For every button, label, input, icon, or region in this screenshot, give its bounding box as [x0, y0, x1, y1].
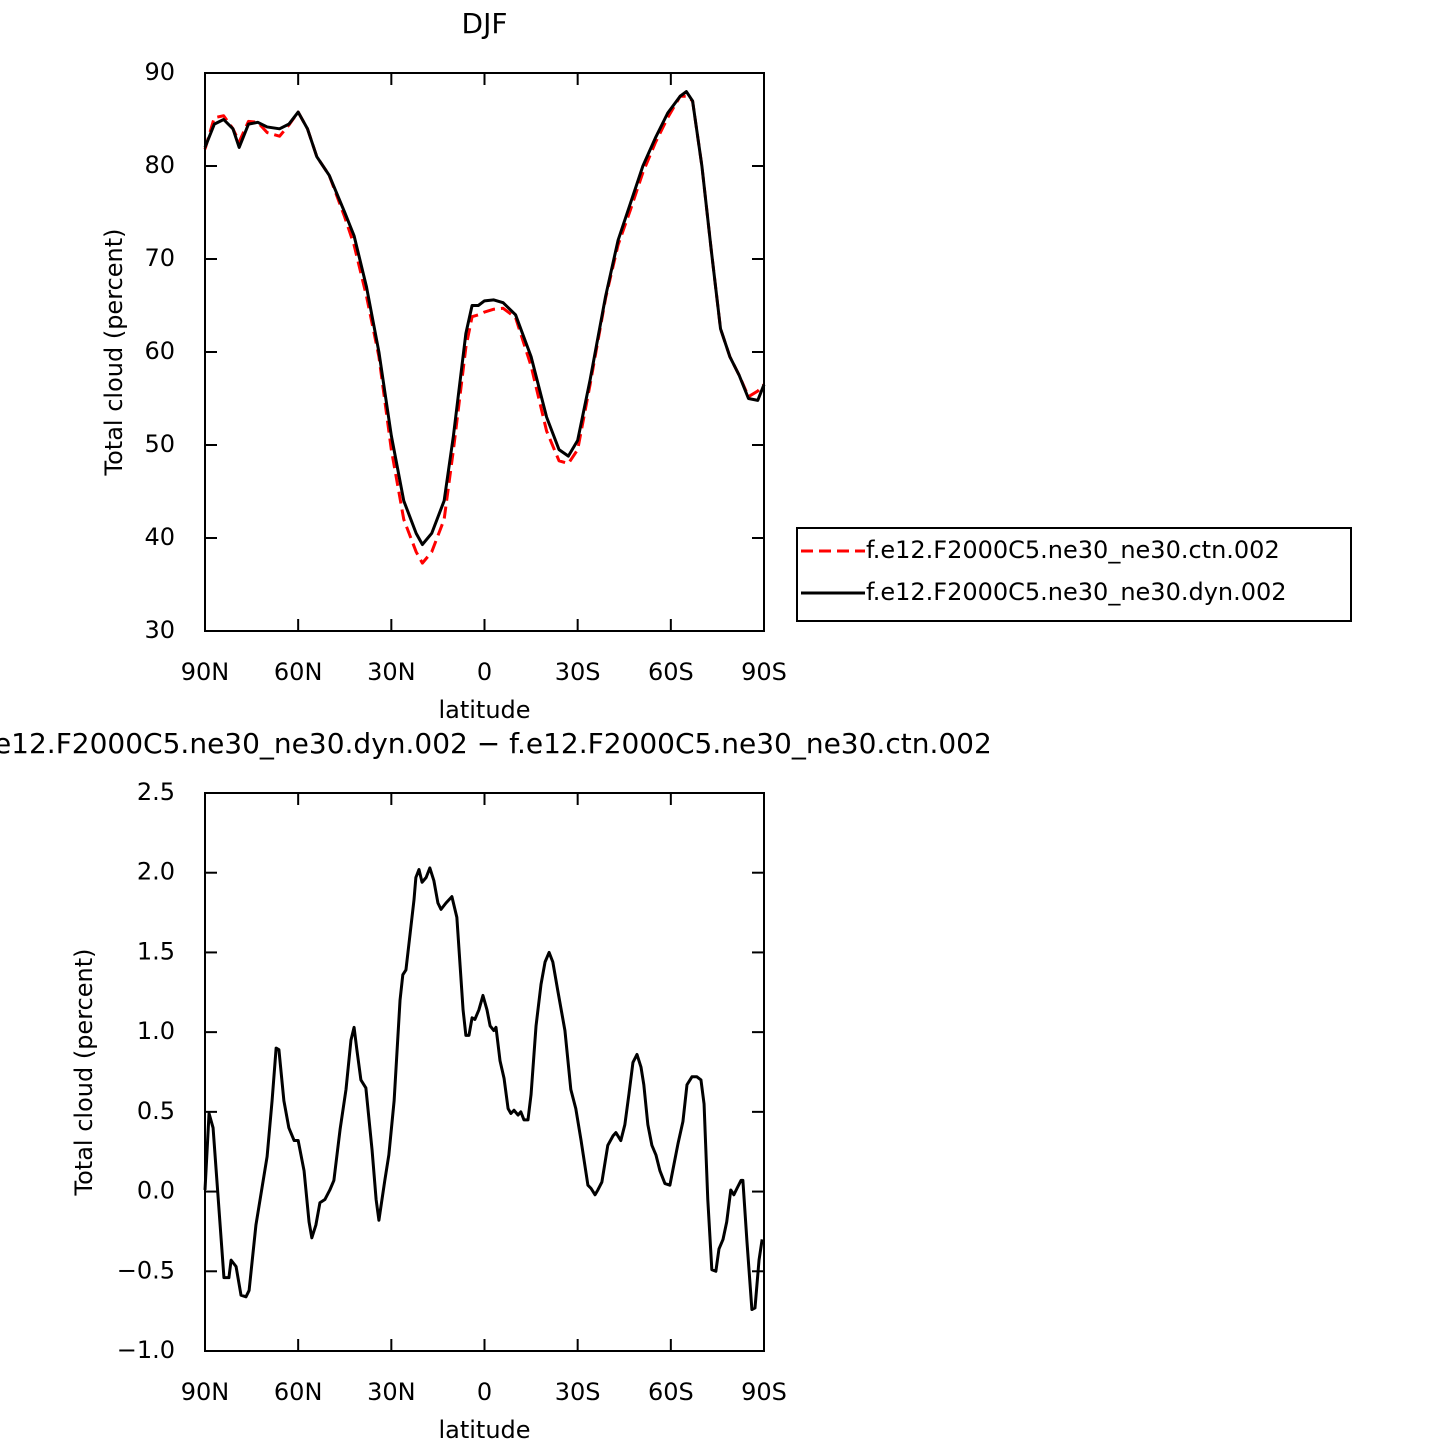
x-tick-label: 90S	[741, 1378, 787, 1406]
y-tick-label: 50	[144, 430, 175, 458]
y-axis-label: Total cloud (percent)	[70, 949, 98, 1197]
y-tick-label: 30	[144, 616, 175, 644]
x-tick-label: 0	[477, 658, 492, 686]
data-line	[203, 94, 766, 565]
x-axis-label: latitude	[438, 696, 530, 724]
y-tick-label: 0.5	[137, 1097, 175, 1125]
y-tick-label: 2.0	[137, 858, 175, 886]
x-tick-label: 0	[477, 1378, 492, 1406]
legend-box	[796, 527, 1352, 622]
legend-label: f.e12.F2000C5.ne30_ne30.dyn.002	[866, 578, 1287, 606]
x-tick-label: 60S	[648, 658, 694, 686]
x-tick-label: 60S	[648, 1378, 694, 1406]
plot-frame	[204, 72, 765, 632]
legend-label: f.e12.F2000C5.ne30_ne30.ctn.002	[866, 536, 1280, 564]
x-tick-label: 60N	[274, 1378, 323, 1406]
y-tick-label: 70	[144, 244, 175, 272]
data-line	[203, 866, 764, 1312]
x-tick-label: 90N	[181, 658, 230, 686]
y-tick-label: −1.0	[117, 1336, 175, 1364]
x-axis-label: latitude	[438, 1416, 530, 1444]
y-tick-label: 0.0	[137, 1177, 175, 1205]
chart-title: f.e12.F2000C5.ne30_ne30.dyn.002 − f.e12.…	[0, 727, 992, 760]
y-tick-label: 1.5	[137, 937, 175, 965]
y-axis-label: Total cloud (percent)	[100, 229, 128, 477]
y-tick-label: 1.0	[137, 1017, 175, 1045]
x-tick-label: 90S	[741, 658, 787, 686]
y-tick-label: 60	[144, 337, 175, 365]
y-tick-label: 90	[144, 58, 175, 86]
y-tick-label: −0.5	[117, 1256, 175, 1284]
y-tick-label: 2.5	[137, 778, 175, 806]
y-tick-label: 40	[144, 523, 175, 551]
x-tick-label: 30N	[367, 1378, 416, 1406]
plot-frame	[204, 792, 765, 1352]
data-line	[203, 90, 766, 547]
x-tick-label: 90N	[181, 1378, 230, 1406]
x-tick-label: 60N	[274, 658, 323, 686]
x-tick-label: 30S	[555, 1378, 601, 1406]
x-tick-label: 30S	[555, 658, 601, 686]
x-tick-label: 30N	[367, 658, 416, 686]
chart-title: DJF	[462, 7, 508, 40]
y-tick-label: 80	[144, 151, 175, 179]
